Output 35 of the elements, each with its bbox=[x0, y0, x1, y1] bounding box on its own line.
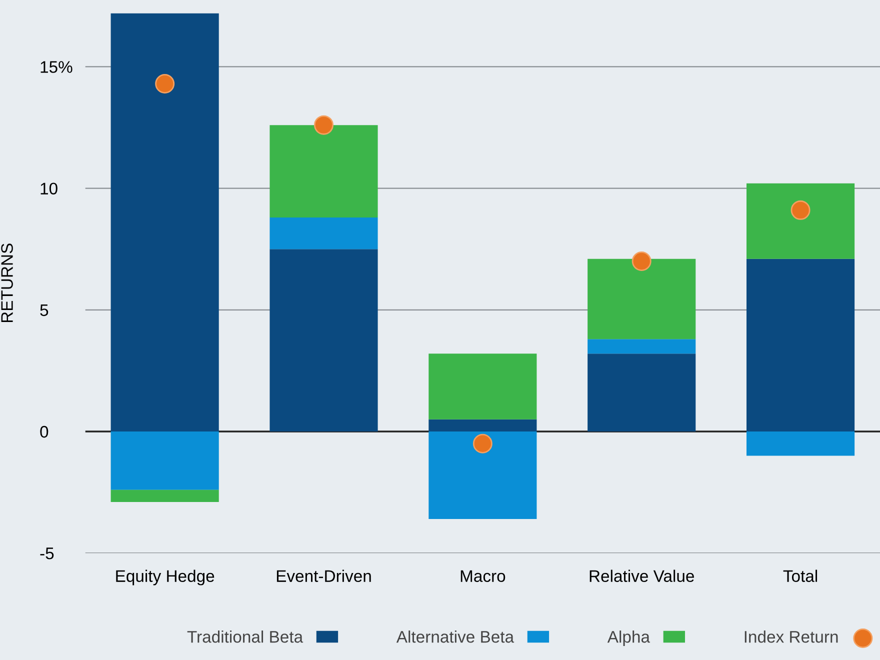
x-tick-label: Equity Hedge bbox=[116, 570, 214, 586]
bar bbox=[588, 339, 696, 354]
bar bbox=[110, 13, 219, 432]
y-tick-label: 5 bbox=[40, 304, 48, 316]
bar bbox=[428, 354, 537, 420]
point bbox=[472, 434, 492, 454]
bar bbox=[110, 490, 219, 502]
point bbox=[314, 115, 334, 135]
y-axis-title: RETURNS bbox=[1, 244, 13, 322]
x-tick-label: Relative Value bbox=[590, 570, 694, 582]
x-tick-label: Macro bbox=[460, 570, 506, 582]
bar bbox=[270, 125, 378, 218]
x-tick-label: Event-Driven bbox=[276, 570, 371, 582]
y-tick-label: 15% bbox=[40, 61, 72, 73]
legend-label: Alternative Beta bbox=[396, 630, 514, 643]
bar bbox=[588, 354, 696, 432]
bar bbox=[270, 249, 378, 432]
bar bbox=[746, 431, 855, 456]
bar bbox=[746, 258, 855, 432]
point bbox=[632, 252, 652, 271]
point bbox=[155, 74, 175, 94]
bar bbox=[746, 183, 855, 259]
bar bbox=[110, 431, 219, 490]
bar bbox=[428, 431, 537, 520]
bar bbox=[428, 419, 537, 432]
legend-label: Alpha bbox=[607, 630, 650, 646]
point bbox=[790, 200, 810, 220]
bar bbox=[270, 217, 378, 250]
y-tick-label: -5 bbox=[40, 548, 54, 560]
y-tick-label: 10 bbox=[40, 182, 58, 194]
legend-label: Traditional Beta bbox=[187, 630, 304, 643]
bar bbox=[588, 258, 696, 340]
y-tick-label: 0 bbox=[40, 426, 48, 438]
legend-label: Index Return bbox=[744, 630, 838, 643]
x-tick-label: Total bbox=[783, 570, 818, 582]
